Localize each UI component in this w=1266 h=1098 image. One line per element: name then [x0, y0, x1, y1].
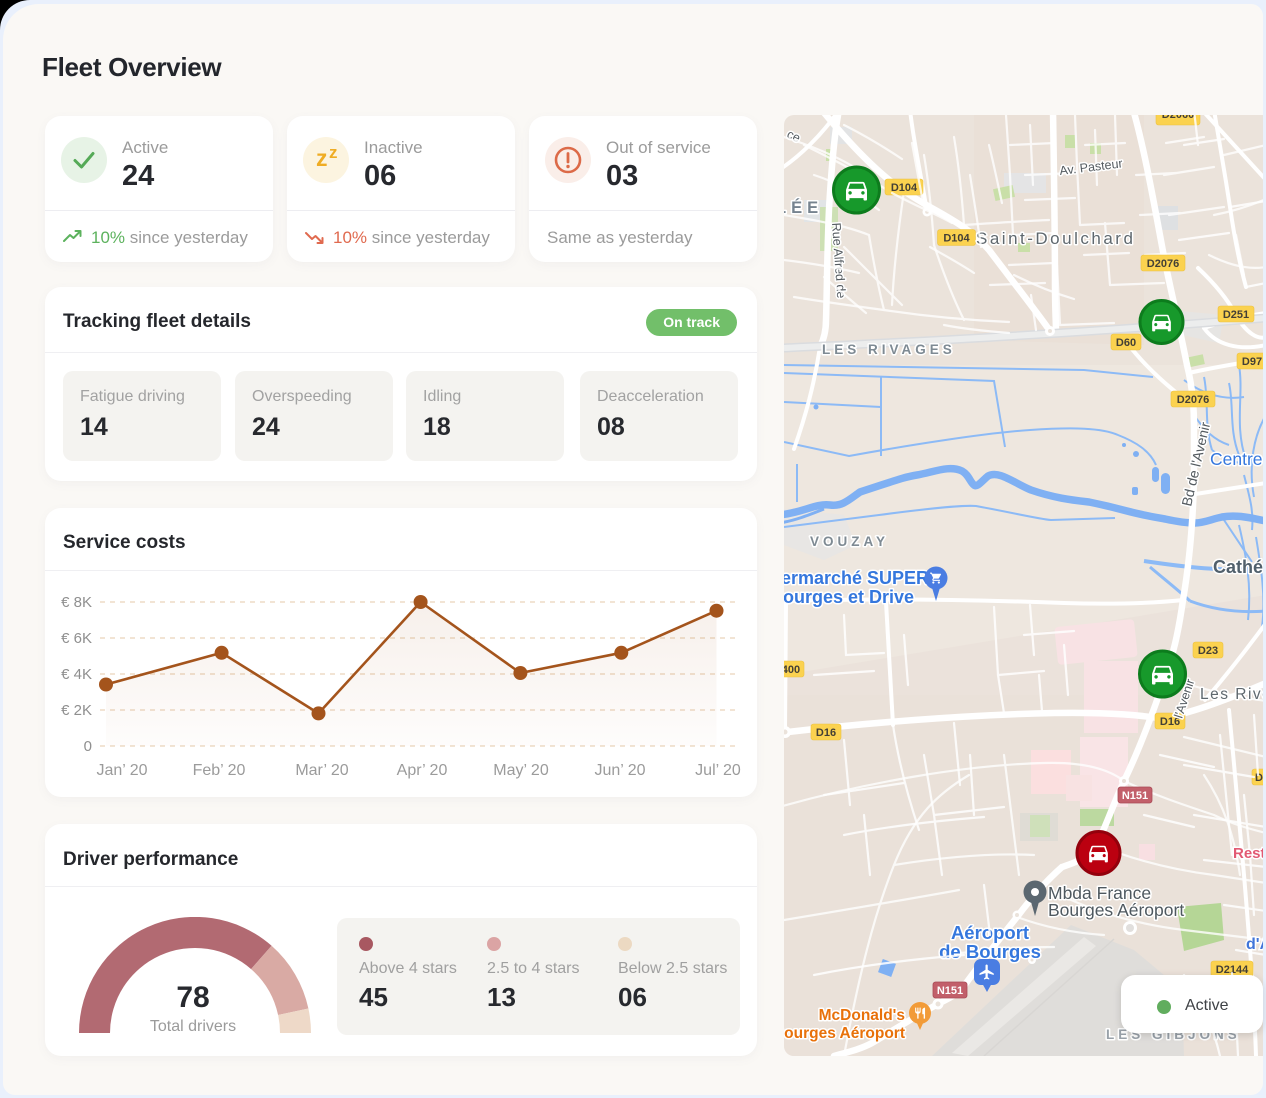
svg-text:McDonald's: McDonald's [819, 1007, 905, 1024]
svg-text:de Bourges: de Bourges [939, 941, 1041, 962]
svg-text:D97: D97 [1242, 356, 1262, 368]
svg-text:Rue Alfred de: Rue Alfred de [829, 222, 848, 299]
svg-text:Les Rives: Les Rives [1200, 686, 1263, 703]
svg-text:Bourges et Drive: Bourges et Drive [784, 587, 914, 607]
svg-text:D2076: D2076 [1147, 258, 1179, 270]
svg-text:D23: D23 [1198, 645, 1218, 657]
svg-text:Cathéd: Cathéd [1213, 557, 1263, 577]
svg-text:Intermarché SUPER: Intermarché SUPER [784, 568, 929, 588]
svg-text:D16: D16 [816, 727, 836, 739]
svg-text:D104: D104 [943, 233, 970, 245]
svg-text:Restau: Restau [1233, 845, 1263, 862]
svg-text:Centre: Centre [1210, 449, 1263, 469]
svg-text:LÉE: LÉE [784, 198, 823, 217]
svg-text:D2: D2 [1255, 772, 1263, 784]
svg-text:D60: D60 [1116, 337, 1136, 349]
svg-text:Bourges Aéroport: Bourges Aéroport [1048, 900, 1184, 920]
svg-text:VOUZAY: VOUZAY [810, 534, 889, 549]
svg-text:N151: N151 [937, 985, 963, 997]
svg-text:Mbda France: Mbda France [1048, 883, 1151, 903]
svg-text:D16: D16 [1160, 716, 1180, 728]
svg-text:d'A: d'A [1246, 936, 1263, 953]
svg-text:D2060: D2060 [1162, 115, 1194, 121]
svg-text:Bourges Aéroport: Bourges Aéroport [784, 1025, 905, 1042]
svg-text:D2076: D2076 [1177, 394, 1209, 406]
svg-text:D251: D251 [1223, 309, 1249, 321]
svg-text:LES RIVAGES: LES RIVAGES [822, 342, 956, 357]
svg-text:D104: D104 [891, 182, 918, 194]
svg-text:D2144: D2144 [1216, 964, 1249, 976]
svg-text:D400: D400 [784, 664, 800, 676]
svg-text:Saint-Doulchard: Saint-Doulchard [976, 229, 1135, 248]
svg-text:N151: N151 [1122, 790, 1148, 802]
